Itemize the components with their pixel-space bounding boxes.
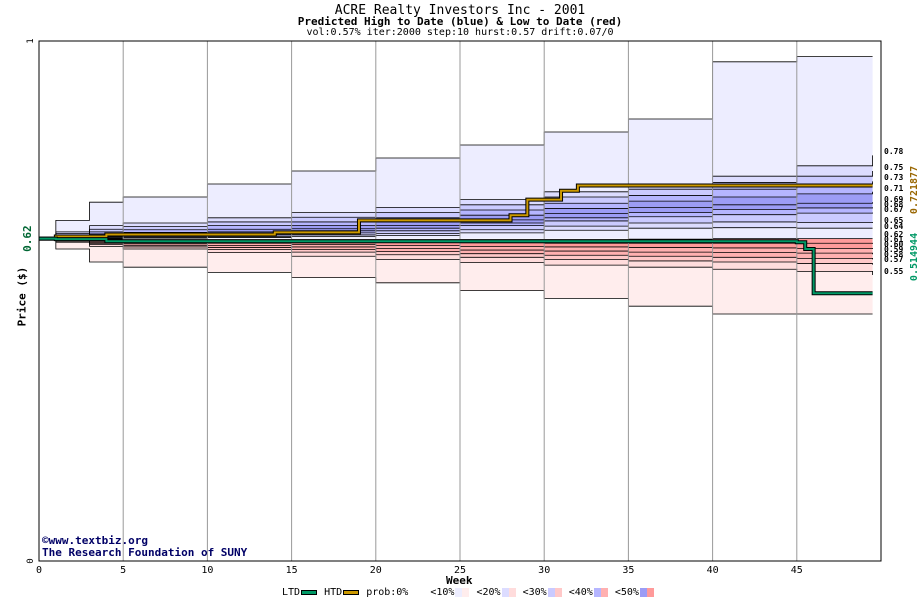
high-line-p80	[39, 221, 873, 239]
high-band-p60	[39, 207, 873, 239]
x-tick-label-30: 30	[538, 565, 550, 576]
low-band-label-2: 0.60	[884, 240, 903, 249]
high-band-label-5: 0.68	[884, 200, 903, 209]
chart-subtitle: Predicted High to Date (blue) & Low to D…	[297, 15, 623, 28]
high-band-label-6: 0.67	[884, 205, 903, 214]
x-tick-label-15: 15	[286, 565, 298, 576]
y-tick-label-1: 1	[26, 38, 36, 43]
low-band-label-0: 0.62	[884, 230, 903, 239]
chart-params: vol:0.57% iter:2000 step:10 hurst:0.57 d…	[306, 27, 614, 38]
x-tick-label-40: 40	[707, 565, 719, 576]
x-axis-label: Week	[446, 574, 473, 587]
legend-swatch-20	[501, 588, 516, 597]
x-tick-label-25: 25	[454, 565, 466, 576]
high-band-label-7: 0.65	[884, 216, 903, 225]
legend-swatch-40	[593, 588, 608, 597]
chart-title: ACRE Realty Investors Inc - 2001	[334, 3, 586, 18]
ltd-line	[39, 237, 873, 295]
y-axis-label: Price ($)	[15, 266, 29, 327]
ltd-final-label: 0.514944	[909, 233, 920, 281]
x-tick-label-5: 5	[120, 565, 126, 576]
legend-ltd-label: LTD	[282, 587, 301, 598]
legend-swatch-30	[547, 588, 562, 597]
low-band-p40	[39, 238, 873, 275]
high-band-p70	[39, 212, 873, 239]
htd-line	[39, 184, 873, 240]
low-band-label-5: 0.57	[884, 255, 903, 264]
legend-item-30: <30%	[522, 587, 547, 598]
x-tick-label-0: 0	[36, 565, 42, 576]
high-band-label-8: 0.64	[884, 222, 903, 231]
credit-organization: The Research Foundation of SUNY	[42, 546, 248, 559]
high-band-label-4: 0.69	[884, 195, 903, 204]
x-tick-label-20: 20	[370, 565, 382, 576]
legend: LTD HTD prob:0% <10% <20% <30% <40% <50%	[282, 587, 655, 599]
legend-prob-swatch	[409, 588, 424, 597]
legend-prob-label: prob:0%	[366, 587, 409, 598]
high-band-p50	[39, 202, 873, 239]
low-band-label-3: 0.59	[884, 245, 903, 254]
low-band-p30	[39, 238, 873, 314]
high-band-p80	[39, 221, 873, 239]
htd-final-label: 0.721877	[909, 166, 920, 214]
legend-item-40: <40%	[568, 587, 593, 598]
high-band-base	[39, 227, 873, 239]
legend-item-10: <10%	[430, 587, 455, 598]
start-price-label: 0.62	[21, 225, 34, 252]
x-tick-label-35: 35	[622, 565, 634, 576]
x-tick-label-10: 10	[201, 565, 213, 576]
high-band-label-0: 0.78	[884, 147, 903, 156]
legend-swatch-10	[455, 588, 470, 597]
legend-ltd-swatch	[301, 590, 318, 595]
legend-htd-swatch	[343, 590, 360, 595]
high-band-label-1: 0.75	[884, 163, 903, 172]
legend-swatch-50	[639, 588, 654, 597]
y-tick-label-0: 0	[26, 558, 36, 563]
high-band-p40	[39, 191, 873, 239]
low-band-label-1: 0.61	[884, 235, 903, 244]
credit-website-text: www.textbiz.org	[48, 534, 148, 547]
plot-frame	[38, 40, 882, 562]
legend-item-50: <50%	[614, 587, 639, 598]
legend-item-20: <20%	[476, 587, 501, 598]
low-band-p70	[39, 238, 873, 255]
low-band-label-4: 0.58	[884, 250, 903, 259]
high-band-label-3: 0.71	[884, 184, 903, 193]
low-band-label-6: 0.55	[884, 267, 903, 276]
high-band-label-2: 0.73	[884, 173, 903, 182]
credit-website: ©www.textbiz.org	[42, 534, 148, 547]
low-band-p60	[39, 238, 873, 260]
legend-htd-label: HTD	[324, 587, 343, 598]
high-band-max	[39, 56, 873, 239]
x-tick-label-45: 45	[791, 565, 803, 576]
